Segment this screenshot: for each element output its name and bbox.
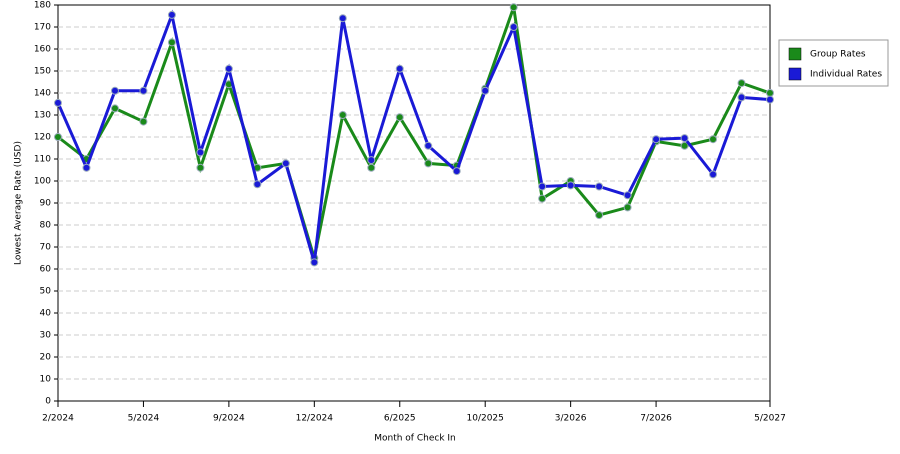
legend-swatch	[788, 67, 802, 81]
data-point	[110, 104, 119, 113]
y-tick-label: 180	[34, 1, 51, 11]
series-line	[56, 9, 771, 263]
data-point	[538, 194, 547, 203]
y-tick-label: 100	[34, 177, 51, 187]
data-point	[82, 163, 91, 172]
data-point	[196, 148, 205, 157]
legend-label: Individual Rates	[810, 70, 882, 80]
data-point	[595, 182, 604, 191]
data-point	[139, 86, 148, 95]
data-point	[709, 135, 718, 144]
data-point	[766, 95, 774, 104]
x-tick-label: 5/2027	[754, 414, 786, 424]
x-tick-label: 5/2024	[128, 414, 160, 424]
data-point	[338, 14, 347, 23]
data-point	[395, 113, 404, 122]
data-point	[367, 163, 376, 172]
y-tick-label: 170	[34, 23, 51, 33]
y-tick-label: 150	[34, 67, 51, 77]
y-tick-label: 50	[40, 287, 52, 297]
x-tick-label: 3/2026	[555, 414, 587, 424]
data-point	[481, 86, 490, 95]
data-point	[737, 79, 746, 88]
data-point	[253, 180, 262, 189]
series-line	[57, 6, 771, 259]
data-point	[224, 64, 233, 73]
y-tick-label: 70	[40, 243, 52, 253]
data-point	[680, 134, 689, 143]
data-point	[766, 89, 774, 97]
data-point	[395, 64, 404, 73]
x-tick-label: 2/2024	[42, 414, 74, 424]
data-point	[652, 135, 661, 144]
data-point	[110, 86, 119, 95]
x-axis-label: Month of Check In	[374, 434, 456, 444]
data-point	[424, 159, 433, 168]
legend-swatch	[788, 47, 802, 61]
y-tick-label: 110	[34, 155, 51, 165]
data-point	[167, 38, 176, 47]
y-tick-label: 140	[34, 89, 51, 99]
data-point	[709, 170, 718, 179]
y-tick-label: 120	[34, 133, 51, 143]
y-tick-label: 40	[40, 309, 52, 319]
x-tick-label: 9/2024	[213, 414, 245, 424]
data-point	[452, 167, 461, 176]
y-tick-label: 10	[40, 375, 52, 385]
data-point	[196, 163, 205, 172]
data-point	[680, 141, 689, 150]
data-point	[167, 10, 176, 19]
data-point	[566, 181, 575, 190]
data-point	[310, 258, 319, 267]
data-point	[424, 141, 433, 150]
data-point	[509, 23, 518, 31]
x-tick-label: 12/2024	[296, 414, 334, 424]
y-tick-label: 80	[40, 221, 52, 231]
y-tick-label: 160	[34, 45, 51, 55]
legend-label: Group Rates	[810, 50, 866, 60]
data-point	[367, 156, 376, 165]
y-tick-label: 60	[40, 265, 52, 275]
data-point	[538, 182, 547, 191]
data-point	[509, 3, 518, 12]
y-tick-label: 90	[40, 199, 52, 209]
y-tick-label: 0	[45, 397, 51, 407]
y-axis-label: Lowest Average Rate (USD)	[14, 141, 24, 265]
data-point	[595, 211, 604, 220]
y-tick-label: 130	[34, 111, 51, 121]
data-point	[737, 93, 746, 102]
x-tick-label: 7/2026	[640, 414, 672, 424]
x-tick-label: 10/2025	[467, 414, 504, 424]
data-point	[623, 191, 632, 200]
x-tick-label: 6/2025	[384, 414, 416, 424]
data-point	[338, 111, 347, 119]
data-point	[54, 133, 62, 141]
data-point	[281, 159, 290, 168]
data-point	[139, 117, 148, 126]
y-tick-label: 30	[40, 331, 52, 341]
data-point	[623, 203, 632, 212]
y-tick-label: 20	[40, 353, 52, 363]
data-point	[54, 98, 62, 107]
